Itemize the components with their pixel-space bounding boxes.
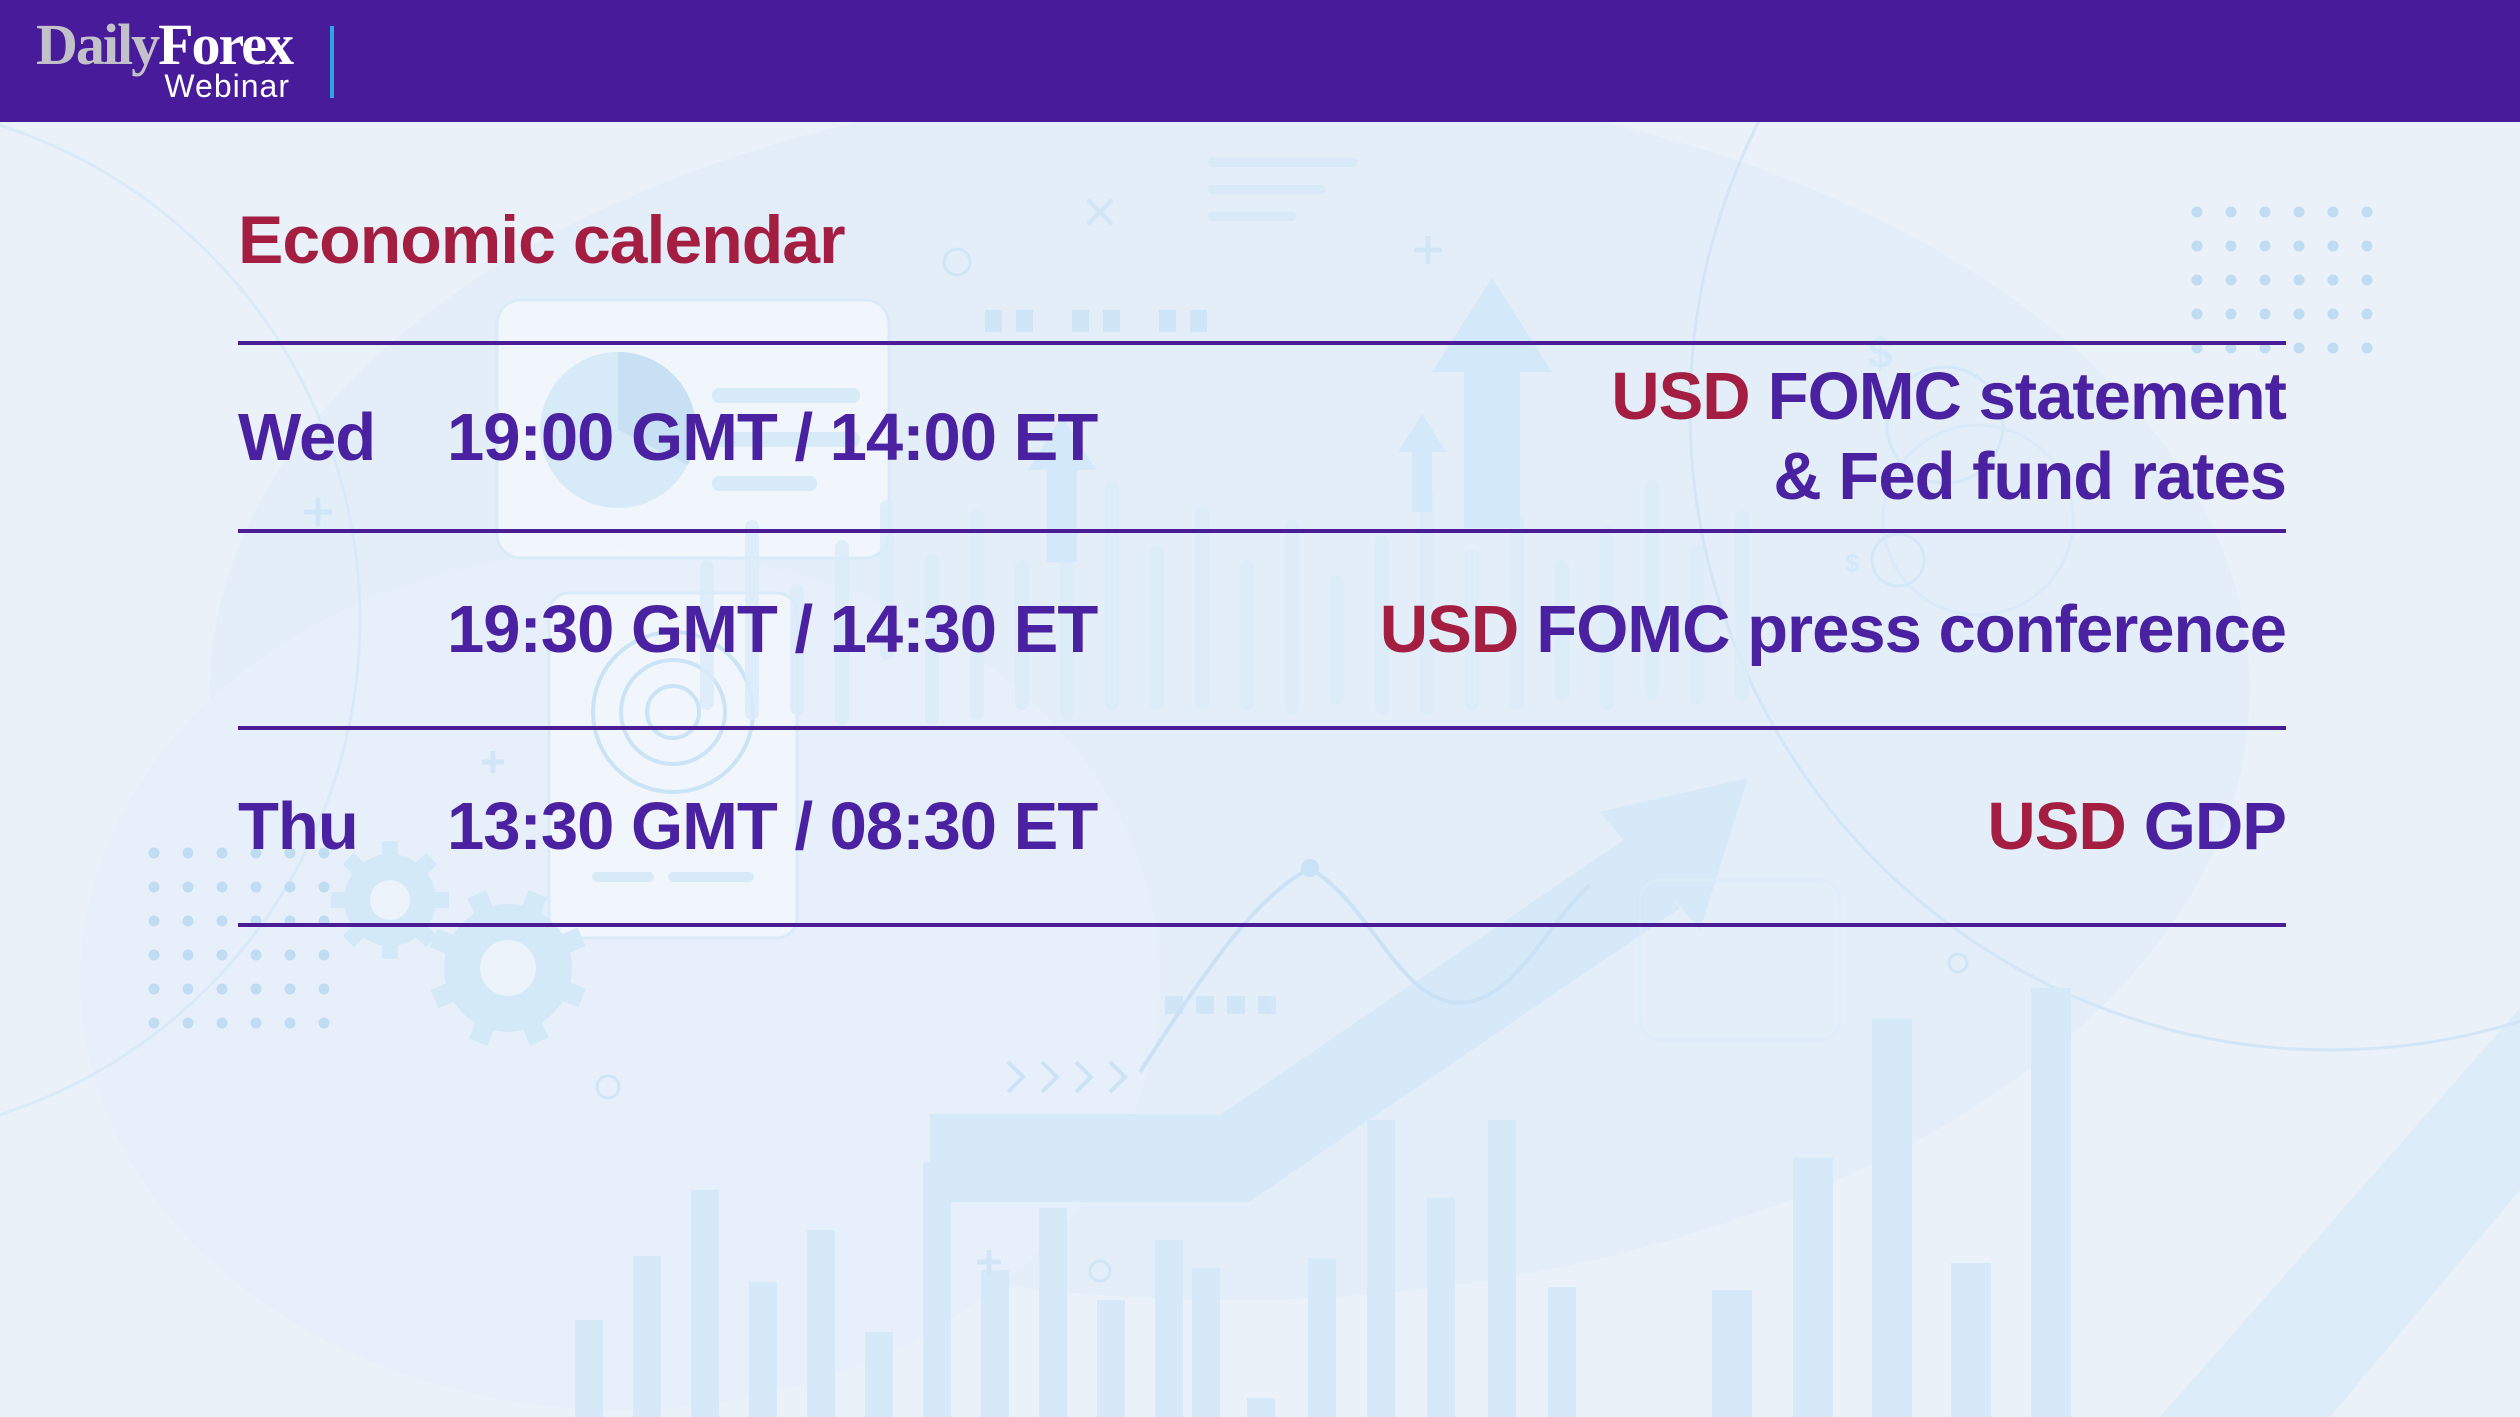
divider-line (238, 341, 2286, 345)
divider-line (238, 726, 2286, 730)
event-line-1: USD GDP (1987, 787, 2287, 867)
event-line-1: USD FOMC statement (1611, 357, 2287, 437)
dot-grid (148, 206, 2373, 1029)
trend-arrow-icon (930, 778, 1748, 1202)
dailyforex-logo: DailyForex Webinar (36, 16, 294, 104)
circle-markers (595, 247, 1969, 1283)
row-event: USD GDP (1987, 730, 2287, 923)
row-day: Thu (238, 789, 359, 864)
currency-label: USD (1379, 591, 1519, 667)
text-lines-icon (1208, 158, 1358, 221)
calendar-row: 19:30 GMT / 14:30 ET USD FOMC press confe… (238, 533, 2287, 726)
row-event: USD FOMC statement & Fed fund rates (1611, 345, 2287, 529)
dollar-coin-icon (1870, 365, 2075, 617)
row-event: USD FOMC press conference (1379, 533, 2287, 726)
row-time: 13:30 GMT / 08:30 ET (447, 789, 1098, 864)
candlestick-bars-icon (700, 480, 1749, 725)
currency-label: USD (1987, 788, 2126, 864)
logo-daily: Daily (36, 12, 160, 77)
row-time: 19:00 GMT / 14:00 ET (447, 399, 1098, 475)
event-line-2: & Fed fund rates (1773, 439, 2287, 514)
logo-webinar-label: Webinar (164, 68, 290, 104)
pie-card-icon (495, 298, 891, 560)
logo-forex: Forex (158, 12, 294, 77)
bar-chart-icon (575, 988, 2071, 1417)
header-bar: DailyForex Webinar (0, 0, 2520, 122)
pie-chart-icon (618, 351, 697, 465)
gear-icon (331, 841, 586, 1046)
event-line-1: USD FOMC press conference (1379, 590, 2287, 670)
event-text: GDP (2143, 788, 2287, 864)
divider-line (238, 529, 2286, 533)
up-arrow-icon (1028, 278, 1552, 562)
event-text: FOMC statement (1767, 359, 2287, 434)
dollar-glyph: $ (1868, 329, 1892, 378)
calendar-row: Thu 13:30 GMT / 08:30 ET USD GDP (238, 730, 2287, 923)
line-chart-icon (1138, 865, 1592, 1074)
chevrons-icon (1006, 1060, 1128, 1094)
dollar-glyph-small: $ (1845, 548, 1860, 578)
calendar-row: Wed 19:00 GMT / 14:00 ET USD FOMC stateme… (238, 345, 2287, 529)
row-day: Wed (238, 399, 376, 475)
row-time: 19:30 GMT / 14:30 ET (447, 592, 1098, 667)
logo-separator-line (330, 26, 334, 98)
square-markers (985, 310, 1276, 1014)
page-title: Economic calendar (238, 202, 846, 278)
logo-wordmark: DailyForex (36, 16, 294, 74)
event-text: FOMC press conference (1536, 591, 2287, 667)
currency-label: USD (1611, 359, 1750, 434)
plus-markers (304, 198, 1442, 1274)
target-card-icon (547, 591, 799, 940)
divider-line (238, 923, 2286, 927)
